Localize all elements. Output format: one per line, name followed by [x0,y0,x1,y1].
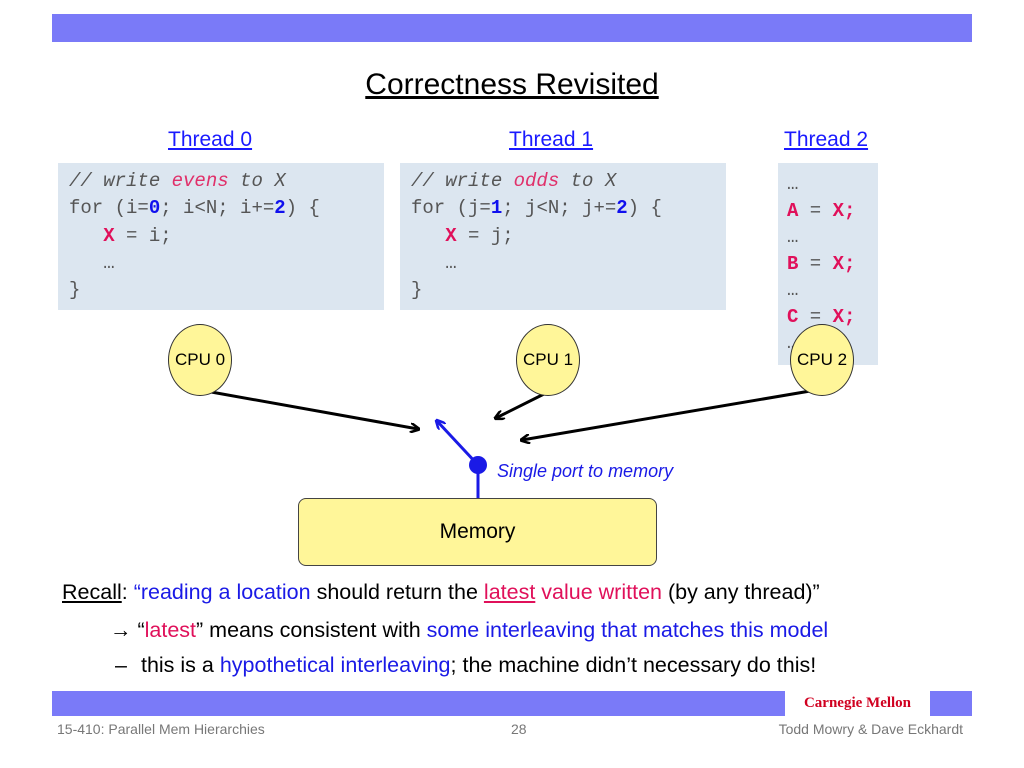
code-assign-b: B = X; [787,252,856,275]
code-assign: X = i; [103,224,172,247]
thread-1-code: // write odds to X for (j=1; j<N; j+=2) … [400,163,726,310]
latest-line: → “latest” means consistent with some in… [110,618,829,642]
code-for: for (j=1; j<N; j+=2) { [411,197,662,220]
hypothetical-line: – this is a hypothetical interleaving; th… [115,653,817,677]
port-dot [469,456,487,474]
code-comment: // write evens to X [69,170,286,192]
code-assign-c: C = X; [787,305,856,328]
thread-2-label: Thread 2 [784,128,869,151]
port-label: Single port to memory [497,461,674,481]
code-close: } [69,279,81,302]
cpu-0: CPU 0 [168,324,232,396]
cmu-logo: Carnegie Mellon [785,691,930,716]
top-bar [52,14,972,42]
cpu-1: CPU 1 [516,324,580,396]
code-ellipsis: … [787,279,799,301]
cpu1-arrow [496,390,549,418]
code-assign-a: A = X; [787,199,856,222]
code-ellipsis: … [411,251,457,274]
code-ellipsis: … [787,173,799,195]
code-close: } [411,279,423,302]
footer-authors: Todd Mowry & Dave Eckhardt [778,721,963,737]
footer-course: 15-410: Parallel Mem Hierarchies [57,721,265,737]
memory-box: Memory [298,498,657,566]
recall-line: Recall: “reading a location should retur… [62,580,820,604]
thread-0-label: Thread 0 [168,128,253,151]
cpu-2: CPU 2 [790,324,854,396]
code-ellipsis: … [787,226,799,248]
code-comment: // write odds to X [411,170,617,192]
code-for: for (i=0; i<N; i+=2) { [69,197,320,220]
slide-title: Correctness Revisited [365,68,659,101]
cpu0-arrow [199,388,418,429]
port-arrow [437,421,480,467]
cpu2-arrow [522,387,823,440]
footer-page-number: 28 [511,721,527,737]
code-assign: X = j; [445,224,514,247]
code-ellipsis: … [69,251,115,274]
thread-0-code: // write evens to X for (i=0; i<N; i+=2)… [58,163,384,310]
thread-1-label: Thread 1 [509,128,594,151]
